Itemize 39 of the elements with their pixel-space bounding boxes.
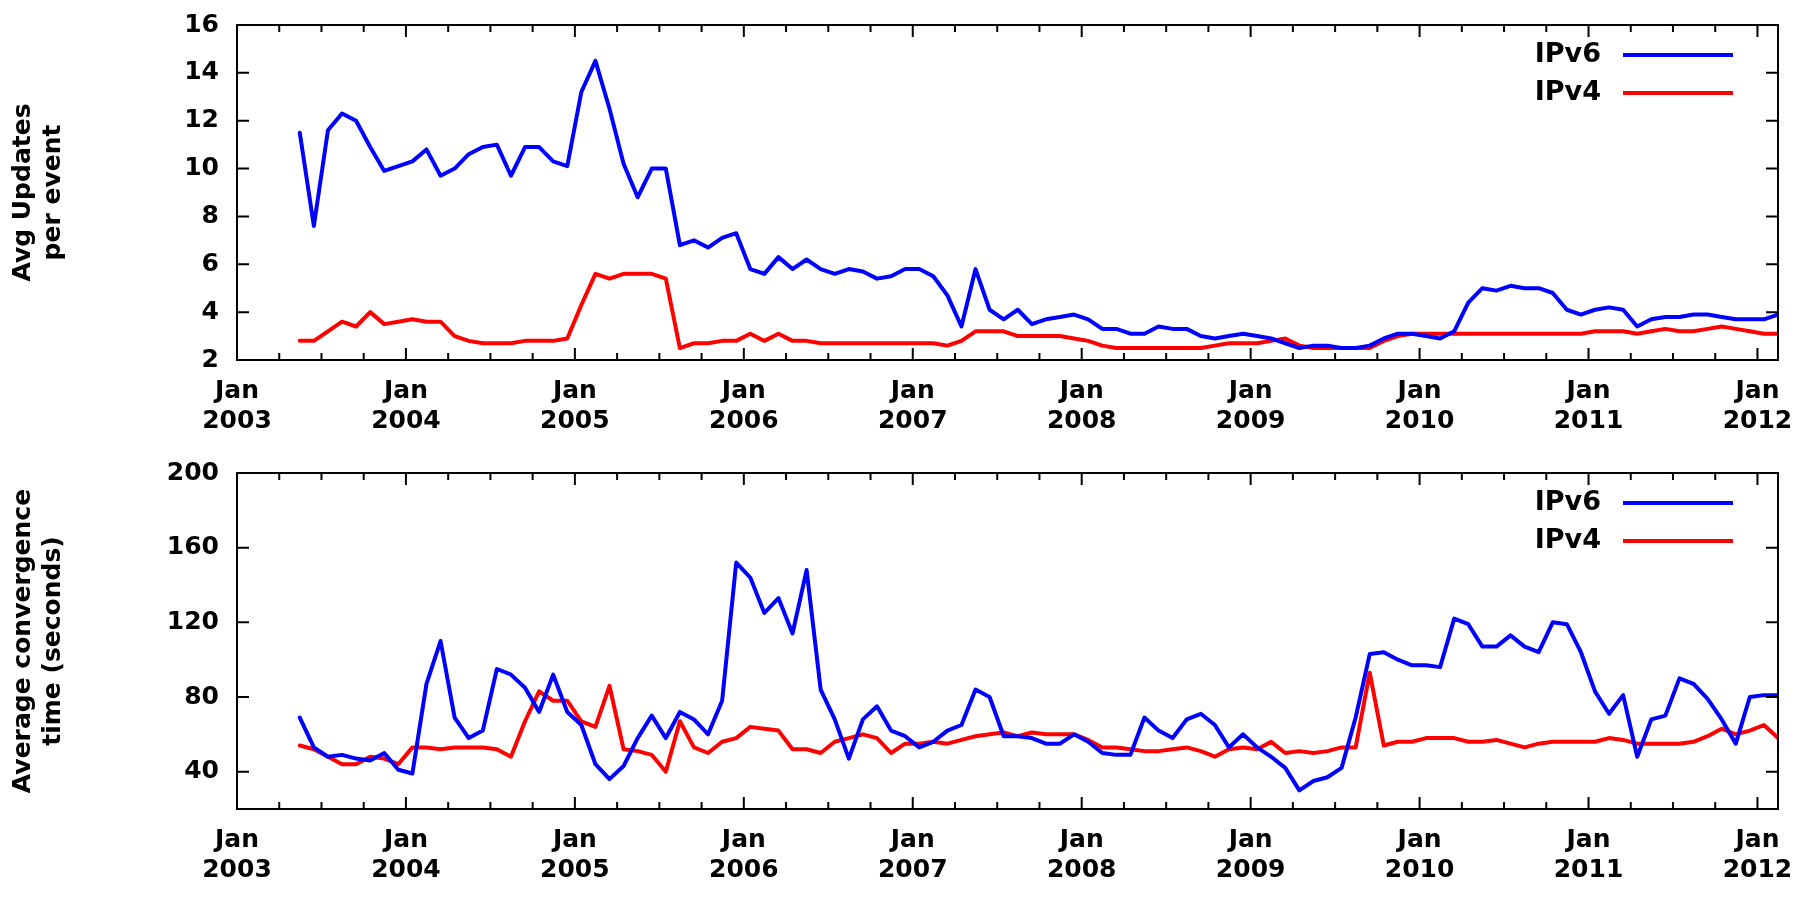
y-tick-label: 12 <box>184 104 219 134</box>
y-tick-label: 120 <box>166 605 219 635</box>
x-tick-label: Jan 2008 <box>1046 823 1117 883</box>
x-tick-label: Jan 2005 <box>540 823 610 883</box>
y-tick-label: 4 <box>201 295 219 325</box>
legend-label: IPv6 <box>1534 485 1601 517</box>
legend-label: IPv6 <box>1534 37 1601 69</box>
x-tick-label: Jan 2009 <box>1215 823 1286 883</box>
x-tick-label: Jan 2012 <box>1722 823 1793 883</box>
y-tick-label: 16 <box>184 8 219 38</box>
y-tick-label: 40 <box>184 755 219 785</box>
x-tick-label: Jan 2011 <box>1553 823 1624 883</box>
x-tick-label: Jan 2006 <box>709 823 779 883</box>
x-tick-label: Jan 2007 <box>877 823 948 883</box>
y-tick-label: 80 <box>184 680 219 710</box>
y-tick-label: 10 <box>184 152 219 182</box>
legend-label: IPv4 <box>1534 523 1601 555</box>
y-tick-label: 160 <box>166 531 219 561</box>
x-tick-label: Jan 2008 <box>1046 374 1117 434</box>
y-tick-label: 2 <box>201 343 219 373</box>
y-tick-label: 14 <box>184 56 219 86</box>
x-tick-label: Jan 2003 <box>202 823 272 883</box>
y-axis-title: Average convergence time (seconds) <box>6 488 66 794</box>
x-tick-label: Jan 2005 <box>540 374 610 434</box>
legend-label: IPv4 <box>1534 75 1601 107</box>
x-tick-label: Jan 2009 <box>1215 374 1286 434</box>
x-tick-label: Jan 2010 <box>1384 823 1455 883</box>
x-tick-label: Jan 2003 <box>202 374 272 434</box>
y-tick-label: 200 <box>166 456 219 486</box>
y-tick-label: 8 <box>201 199 219 229</box>
x-tick-label: Jan 2010 <box>1384 374 1455 434</box>
x-tick-label: Jan 2004 <box>371 374 441 434</box>
x-tick-label: Jan 2006 <box>709 374 779 434</box>
x-tick-label: Jan 2004 <box>371 823 441 883</box>
x-tick-label: Jan 2012 <box>1722 374 1793 434</box>
x-tick-label: Jan 2011 <box>1553 374 1624 434</box>
x-tick-label: Jan 2007 <box>877 374 948 434</box>
y-axis-title: Avg Updates per event <box>6 103 66 282</box>
y-tick-label: 6 <box>201 247 219 277</box>
